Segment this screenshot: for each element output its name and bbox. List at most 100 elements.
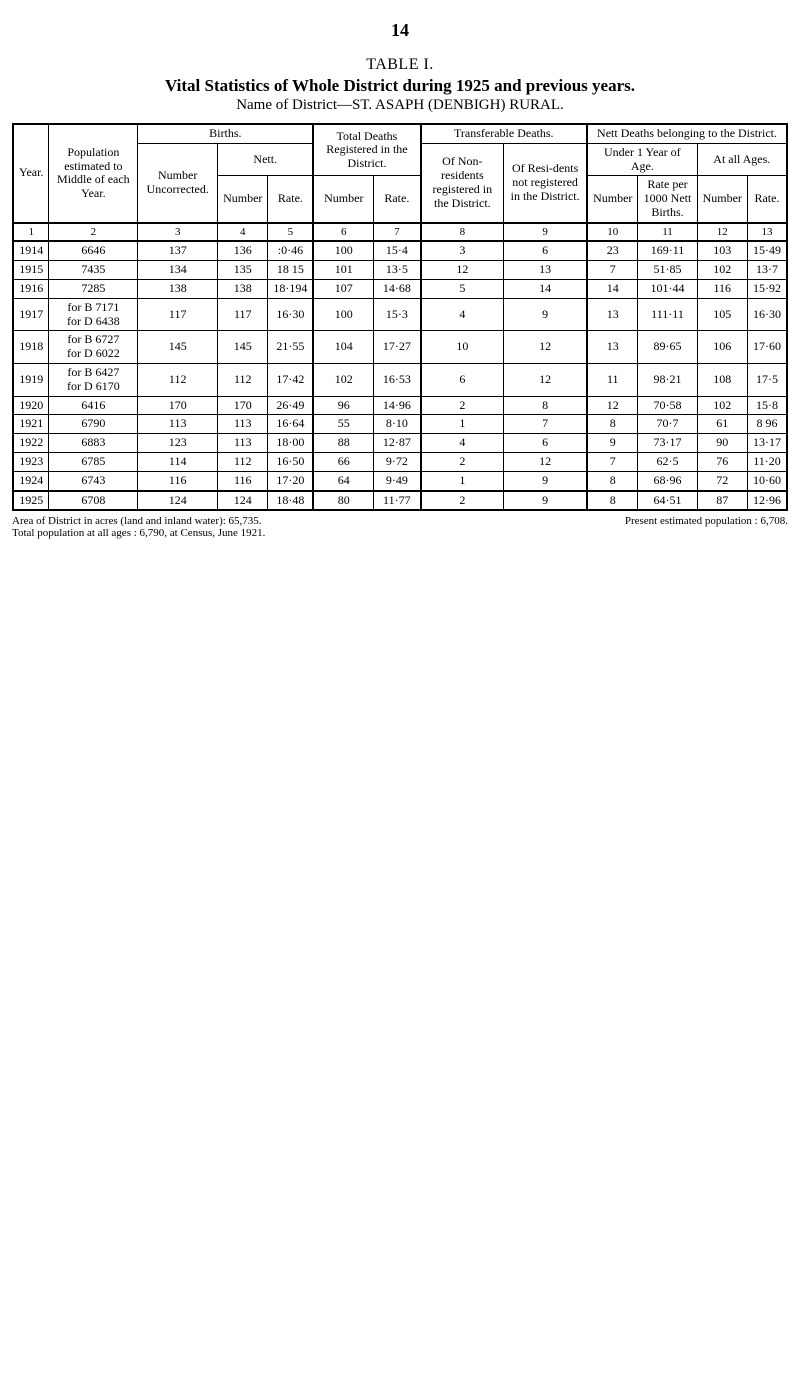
cell: 7435	[49, 261, 138, 280]
cell: 6	[504, 241, 587, 260]
cell: for B 7171for D 6438	[49, 298, 138, 331]
cell: 137	[138, 241, 218, 260]
sum-pop: 6708	[49, 491, 138, 511]
cell: 111·11	[638, 298, 697, 331]
cell: 18·194	[268, 280, 314, 299]
cell: 170	[138, 396, 218, 415]
cell: 8·10	[374, 415, 421, 434]
sum: 87	[697, 491, 747, 511]
sum: 18·48	[268, 491, 314, 511]
title-main: Vital Statistics of Whole District durin…	[12, 75, 788, 96]
hdr-atall: At all Ages.	[697, 143, 787, 176]
idx: 7	[374, 223, 421, 242]
cell: 12	[504, 364, 587, 397]
cell: 6416	[49, 396, 138, 415]
cell: 9	[504, 298, 587, 331]
cell: 73·17	[638, 434, 697, 453]
cell: 12·87	[374, 434, 421, 453]
cell: 100	[313, 298, 373, 331]
cell: 1	[421, 415, 504, 434]
cell: 18 15	[268, 261, 314, 280]
sum: 8	[587, 491, 638, 511]
hdr-ofnon: Of Non-residents registered in the Distr…	[421, 143, 504, 222]
idx: 12	[697, 223, 747, 242]
cell: 76	[697, 452, 747, 471]
cell: 169·11	[638, 241, 697, 260]
cell: 8	[504, 396, 587, 415]
sum: 11·77	[374, 491, 421, 511]
table-label: TABLE I.	[12, 55, 788, 75]
cell: 102	[313, 364, 373, 397]
cell: for B 6727for D 6022	[49, 331, 138, 364]
cell: 11·20	[747, 452, 787, 471]
cell: 145	[218, 331, 268, 364]
cell: 108	[697, 364, 747, 397]
cell: 70·58	[638, 396, 697, 415]
cell: 16·53	[374, 364, 421, 397]
cell: 11	[587, 364, 638, 397]
sum: 2	[421, 491, 504, 511]
sum: 124	[138, 491, 218, 511]
cell: 14	[587, 280, 638, 299]
cell: 7	[587, 452, 638, 471]
cell: 102	[697, 261, 747, 280]
sum-year: 1925	[13, 491, 49, 511]
cell: 17·20	[268, 471, 314, 490]
foot-present: Present estimated population : 6,708.	[625, 515, 788, 527]
cell: for B 6427for D 6170	[49, 364, 138, 397]
cell: 117	[138, 298, 218, 331]
cell: 1924	[13, 471, 49, 490]
cell: 100	[313, 241, 373, 260]
cell: 170	[218, 396, 268, 415]
cell: 17·5	[747, 364, 787, 397]
cell: 15·8	[747, 396, 787, 415]
idx: 11	[638, 223, 697, 242]
cell: 6	[504, 434, 587, 453]
cell: 68·96	[638, 471, 697, 490]
hdr-nettdeaths: Nett Deaths belonging to the District.	[587, 124, 787, 143]
hdr-nett: Nett.	[218, 143, 314, 176]
cell: 9·49	[374, 471, 421, 490]
cell: 17·60	[747, 331, 787, 364]
cell: 8 96	[747, 415, 787, 434]
cell: 116	[697, 280, 747, 299]
cell: 106	[697, 331, 747, 364]
sum: 64·51	[638, 491, 697, 511]
cell: 21·55	[268, 331, 314, 364]
cell: 112	[218, 364, 268, 397]
cell: 1918	[13, 331, 49, 364]
hdr-rate1000: Rate per 1000 Nett Births.	[638, 176, 697, 223]
idx: 6	[313, 223, 373, 242]
cell: 12	[504, 452, 587, 471]
cell: 10·60	[747, 471, 787, 490]
cell: 103	[697, 241, 747, 260]
idx: 5	[268, 223, 314, 242]
cell: 14·68	[374, 280, 421, 299]
cell: 13·7	[747, 261, 787, 280]
cell: 15·49	[747, 241, 787, 260]
cell: 8	[587, 471, 638, 490]
cell: 9	[587, 434, 638, 453]
cell: 138	[138, 280, 218, 299]
cell: 70·7	[638, 415, 697, 434]
hdr-rate-td: Rate.	[374, 176, 421, 223]
cell: 3	[421, 241, 504, 260]
cell: 72	[697, 471, 747, 490]
idx: 3	[138, 223, 218, 242]
idx: 1	[13, 223, 49, 242]
cell: 9	[504, 471, 587, 490]
cell: 7	[504, 415, 587, 434]
cell: 113	[218, 415, 268, 434]
cell: 15·92	[747, 280, 787, 299]
cell: 89·65	[638, 331, 697, 364]
cell: 13	[587, 331, 638, 364]
cell: 136	[218, 241, 268, 260]
sum: 12·96	[747, 491, 787, 511]
cell: 1916	[13, 280, 49, 299]
cell: 1922	[13, 434, 49, 453]
hdr-year: Year.	[13, 124, 49, 223]
cell: 6743	[49, 471, 138, 490]
title-sub: Name of District—ST. ASAPH (DENBIGH) RUR…	[12, 96, 788, 115]
cell: 17·27	[374, 331, 421, 364]
cell: 116	[218, 471, 268, 490]
